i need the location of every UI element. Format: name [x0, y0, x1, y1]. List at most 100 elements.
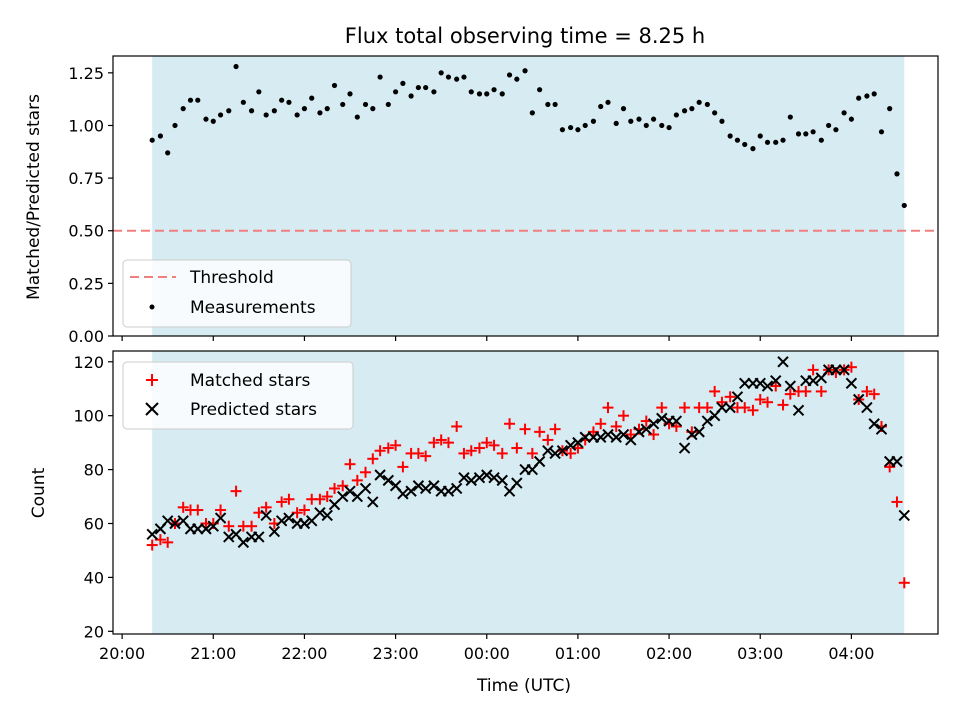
- measurement-point: [833, 127, 839, 133]
- predicted-star-point: [419, 482, 432, 495]
- measurement-point: [727, 133, 733, 139]
- measurement-point: [582, 122, 588, 129]
- matched-star-point: [511, 442, 523, 454]
- top-y-ticks: 0.00 0.25 0.50 0.75 1.00 1.25: [68, 64, 113, 346]
- measurement-points: [149, 63, 907, 209]
- measurement-point: [848, 116, 854, 122]
- matched-star-point: [329, 482, 341, 494]
- measurement-point: [240, 99, 246, 105]
- x-tick-label: 01:00: [555, 644, 601, 663]
- predicted-star-point: [693, 426, 705, 438]
- matched-star-point: [670, 420, 682, 432]
- bottom-legend-box: [122, 361, 354, 430]
- predicted-star-point: [275, 515, 288, 527]
- matched-star-point: [390, 439, 402, 451]
- predicted-star-point: [237, 536, 250, 549]
- measurement-point: [445, 74, 452, 80]
- predicted-star-point: [670, 415, 683, 427]
- matched-star-point: [542, 434, 554, 446]
- chart-title: Flux total observing time = 8.25 h: [345, 24, 705, 48]
- predicted-star-point: [374, 469, 386, 481]
- measurement-point: [233, 63, 239, 70]
- measurement-point: [362, 101, 369, 108]
- measurement-point: [400, 80, 406, 86]
- measurement-point: [666, 124, 672, 131]
- matched-star-point: [435, 434, 447, 446]
- legend-measurements-label: Measurements: [190, 298, 316, 318]
- measurement-point: [506, 72, 513, 78]
- matched-star-point: [898, 577, 910, 589]
- y-tick-label: 1.00: [68, 116, 104, 135]
- measurement-point: [764, 139, 771, 145]
- predicted-star-point: [169, 517, 181, 530]
- predicted-star-point: [838, 364, 850, 376]
- predicted-star-point: [496, 474, 508, 487]
- matched-star-point: [337, 480, 349, 492]
- measurement-point: [810, 129, 816, 135]
- measurement-point: [476, 91, 483, 97]
- matched-star-point: [344, 458, 356, 470]
- measurement-point: [750, 146, 756, 152]
- measurement-point: [864, 93, 870, 99]
- top-y-axis-label: Matched/Predicted stars: [24, 94, 44, 300]
- predicted-star-point: [511, 477, 523, 489]
- predicted-star-point: [602, 428, 614, 441]
- predicted-star-point: [321, 509, 333, 522]
- matched-star-point: [519, 423, 531, 435]
- measurement-point: [157, 133, 164, 139]
- measurement-point: [187, 97, 194, 103]
- measurement-point: [165, 150, 171, 156]
- measurement-point: [431, 89, 437, 95]
- predicted-star-point: [701, 415, 714, 427]
- predicted-star-point: [868, 418, 880, 430]
- matched-star-point: [314, 493, 326, 505]
- matched-star-point: [534, 426, 546, 438]
- matched-star-point: [747, 404, 759, 416]
- matched-star-point: [465, 445, 477, 457]
- measurement-point: [514, 76, 520, 82]
- matched-star-point: [215, 504, 227, 516]
- measurement-point: [271, 108, 277, 114]
- predicted-star-point: [337, 490, 349, 503]
- predicted-star-point: [754, 377, 766, 390]
- predicted-star-point: [686, 428, 698, 441]
- y-tick-label: 0.75: [68, 169, 104, 188]
- y-tick-label: 80: [84, 461, 104, 480]
- matched-star-point: [397, 461, 409, 473]
- measurement-point: [438, 70, 444, 76]
- matched-star-point: [526, 447, 538, 459]
- matched-star-point: [815, 385, 827, 397]
- measurement-point: [598, 103, 604, 110]
- predicted-star-points: [146, 356, 910, 549]
- predicted-star-point: [214, 512, 227, 524]
- predicted-star-point: [161, 515, 174, 527]
- matched-star-point: [223, 520, 235, 532]
- matched-star-point: [162, 536, 174, 548]
- y-tick-label: 120: [73, 353, 104, 372]
- measurement-point: [650, 116, 657, 122]
- x-tick-label: 22:00: [281, 644, 327, 663]
- measurement-point: [529, 110, 535, 116]
- matched-star-point: [617, 410, 629, 422]
- y-tick-label: 1.25: [68, 64, 104, 83]
- matched-star-point: [762, 396, 774, 408]
- matched-star-point: [246, 520, 258, 532]
- top-legend: Threshold Measurements: [122, 259, 352, 328]
- x-tick-label: 04:00: [828, 644, 874, 663]
- predicted-star-point: [875, 423, 888, 435]
- measurement-point: [803, 131, 809, 137]
- measurement-point: [294, 112, 300, 118]
- matched-star-point: [146, 539, 158, 551]
- bottom-y-ticks: 20 40 60 80 100 120: [73, 353, 113, 641]
- legend-predicted-swatch: [145, 402, 159, 416]
- measurement-point: [689, 106, 695, 112]
- measurement-point: [878, 129, 885, 135]
- measurement-point: [385, 101, 391, 108]
- matched-star-point: [351, 474, 363, 486]
- measurement-point: [559, 127, 566, 133]
- measurement-point: [887, 106, 893, 112]
- predicted-star-point: [898, 509, 910, 522]
- measurement-point: [734, 137, 741, 143]
- measurement-point: [172, 122, 178, 129]
- bottom-panel: 20 40 60 80 100 120 20:00 21:00 22:00 23:00 00:00…: [29, 350, 939, 696]
